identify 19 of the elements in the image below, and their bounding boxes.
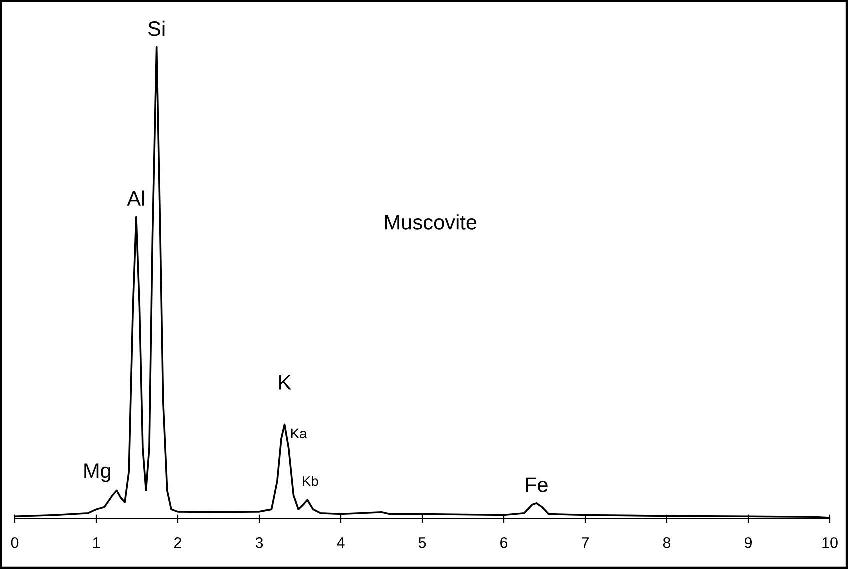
x-tick-label: 1	[93, 538, 100, 548]
annotation: Al	[127, 190, 144, 206]
x-tick-label: 0	[11, 537, 19, 548]
annotation: K	[280, 375, 292, 390]
annotation: Kb	[303, 476, 318, 486]
x-tick-label: 7	[582, 538, 589, 548]
x-tick-label: 10	[822, 537, 838, 548]
annotation: Muscovite	[385, 214, 477, 230]
x-tick-label: 5	[418, 538, 426, 548]
x-tick-label: 9	[744, 537, 752, 548]
annotation: Mg	[84, 464, 111, 482]
x-tick-label: 3	[256, 537, 264, 548]
x-tick-label: 2	[174, 537, 182, 548]
x-tick-label: 8	[663, 537, 671, 548]
annotation: Ka	[291, 428, 308, 439]
annotation: Si	[148, 20, 165, 36]
x-tick-label: 4	[337, 538, 345, 548]
annotation: Fe	[526, 478, 548, 492]
x-tick-label: 6	[500, 537, 508, 548]
